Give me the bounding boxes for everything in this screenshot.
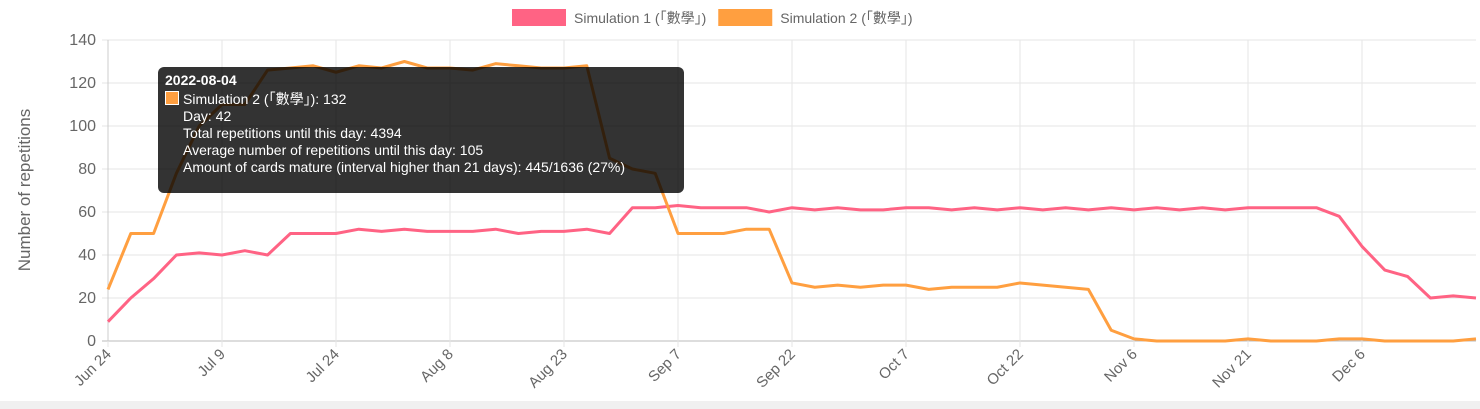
y-axis-title: Number of repetitions [15,109,34,272]
y-tick-label: 0 [87,333,96,350]
y-tick-label: 40 [78,247,96,264]
x-tick-label: Jul 9 [194,346,228,380]
legend-swatch [718,9,773,26]
x-tick-label: Nov 21 [1209,346,1255,392]
chart: Number of repetitions 0 20 40 60 80 100 120 140… [15,9,1477,392]
tooltip-line: Simulation 2 (「數學」): 132 [165,91,677,108]
x-tick-label: Dec 6 [1329,346,1369,386]
footer-bar [0,401,1480,409]
x-tick-label: Jun 24 [71,346,115,390]
x-tick-label: Oct 22 [984,346,1027,389]
tooltip-line: Average number of repetitions until this… [183,142,484,158]
x-tick-label: Aug 23 [525,346,571,392]
y-tick-label: 80 [78,161,96,178]
x-tick-label: Aug 8 [417,346,457,386]
x-tick-label: Sep 7 [645,346,685,386]
tooltip-line: Day: 42 [183,108,232,124]
y-tick-label: 60 [78,204,96,221]
y-tick-label: 120 [69,75,96,92]
tooltip-swatch [165,91,179,105]
legend-label: Simulation 2 (「數學」) [780,10,912,26]
tooltip-line: Total repetitions until this day: 4394 [183,125,402,141]
x-tick-label: Oct 7 [875,346,912,383]
tooltip-line: Amount of cards mature (interval higher … [183,159,626,175]
x-tick-label: Nov 6 [1101,346,1141,386]
tooltip-text: Simulation 2 (「數學」): 132 [183,91,347,107]
series-line [106,204,1477,323]
tooltip-title: 2022-08-04 [165,72,237,88]
x-tick-label: Sep 22 [753,346,799,392]
legend-label: Simulation 1 (「數學」) [574,10,706,26]
tooltip: 2022-08-04 Simulation 2 (「數學」): 132 Day:… [158,67,684,193]
y-tick-label: 20 [78,290,96,307]
y-tick-label: 140 [69,32,96,49]
legend-swatch [512,9,566,26]
x-tick-label: Jul 24 [303,346,343,386]
y-tick-label: 100 [69,118,96,135]
